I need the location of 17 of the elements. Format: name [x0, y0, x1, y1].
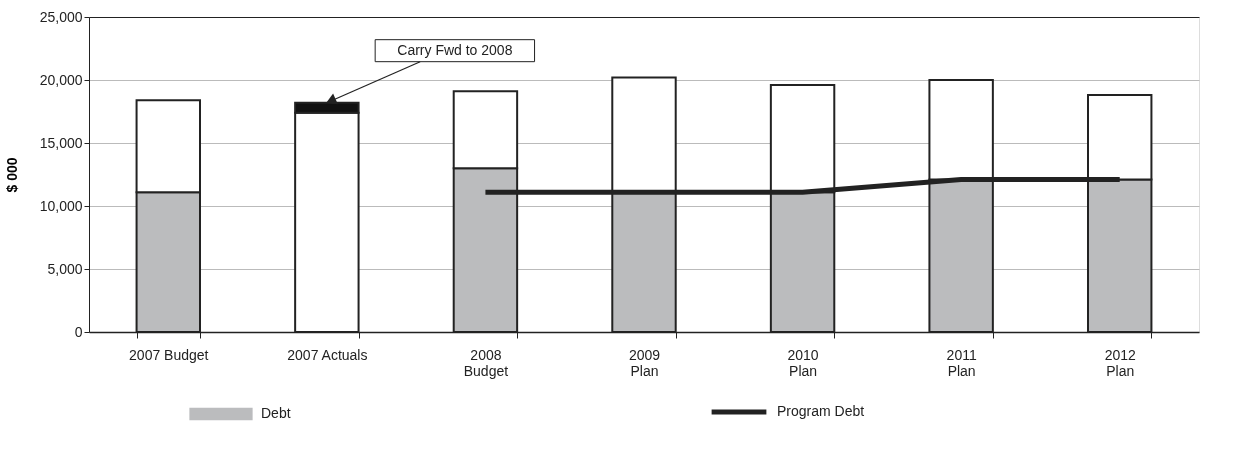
- y-tick-label: 25,000: [39, 8, 83, 25]
- x-tick-label: 2007 Budget: [129, 346, 209, 363]
- y-tick-label: 5,000: [47, 260, 83, 277]
- y-tick-label: 15,000: [39, 134, 83, 151]
- y-tick-label: 10,000: [39, 197, 83, 214]
- x-tick-label: 2012 Plan: [1104, 346, 1136, 379]
- x-tick-label: 2009 Plan: [628, 346, 661, 379]
- annotation: Carry Fwd to 2008: [397, 41, 513, 58]
- x-tick-label: 2008 Budget: [463, 346, 509, 379]
- x-tick-label: 2010 Plan: [787, 346, 819, 379]
- legend-label: Debt: [261, 405, 291, 421]
- y-tick-label: 20,000: [39, 71, 83, 88]
- y-axis-title: $ 000: [3, 157, 20, 193]
- x-tick-label: 2007 Actuals: [287, 346, 368, 363]
- x-tick-label: 2011 Plan: [946, 346, 977, 379]
- legend-label: Program Debt: [777, 403, 865, 419]
- y-tick-label: 0: [74, 323, 83, 340]
